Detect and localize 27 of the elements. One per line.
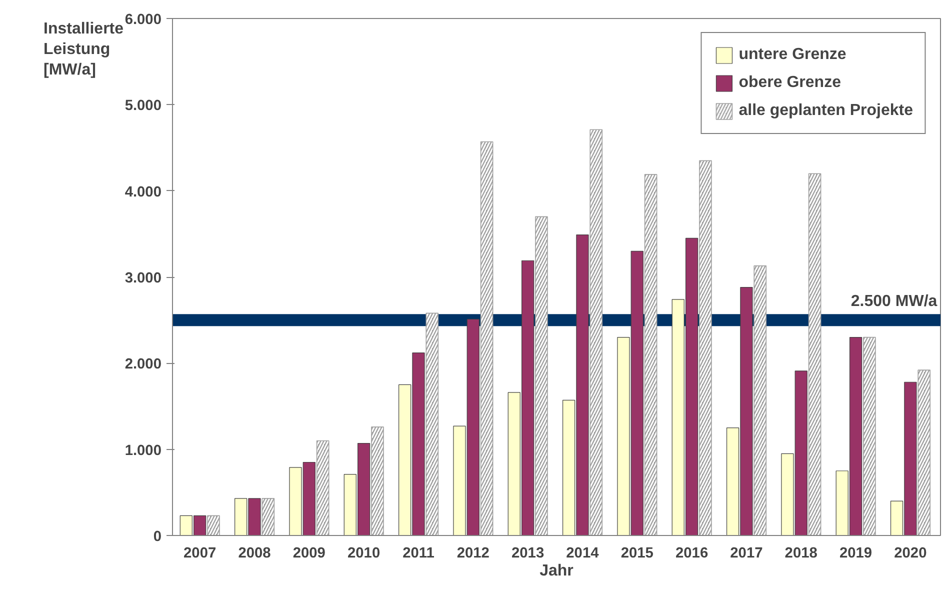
y-tick-label: 2.000 [124,356,162,373]
y-tick-label: 0 [153,529,162,545]
x-tick-label: 2017 [730,546,763,562]
legend-label: untere Grenze [738,46,846,64]
x-tick-label: 2010 [348,546,380,562]
x-tick-label: 2011 [402,546,434,562]
x-tick-label: 2009 [292,546,326,562]
x-tick-label: 2008 [238,546,271,562]
y-axis-title: Installierte Leistung [MW/a] [44,20,124,78]
x-tick-label: 2016 [675,546,708,562]
x-tick-label: 2019 [839,546,872,562]
x-tick-label: 2014 [566,546,600,562]
y-tick-label: 4.000 [124,184,162,200]
y-tick-label: 6.000 [124,12,162,28]
legend-label: alle geplanten Projekte [738,102,913,120]
legend-label: obere Grenze [738,74,841,92]
y-tick-label: 5.000 [124,98,162,114]
x-tick-label: 2013 [512,546,544,562]
x-tick-label: 2007 [184,546,216,562]
ref-line-label: 2.500 MW/a [850,293,938,310]
y-tick-label: 3.000 [124,270,162,286]
x-axis-title: Jahr [540,562,574,580]
x-tick-label: 2015 [620,546,654,562]
x-tick-label: 2018 [784,546,818,562]
y-tick-label: 1.000 [124,442,162,459]
x-tick-label: 2020 [894,546,927,562]
x-tick-label: 2012 [456,546,490,562]
